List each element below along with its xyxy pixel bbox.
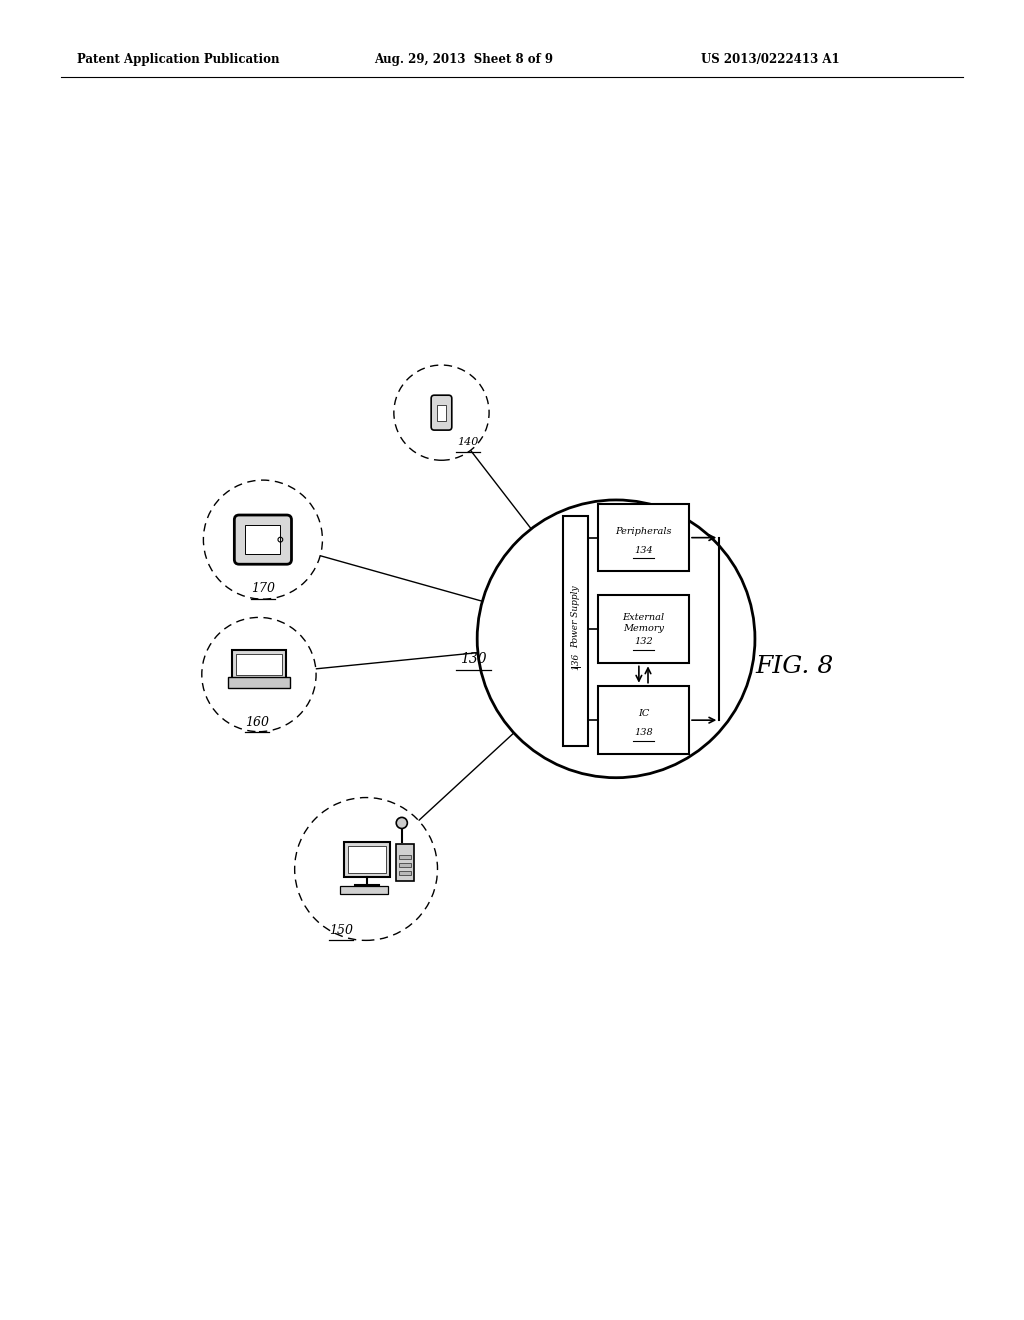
Bar <box>436 405 446 421</box>
Text: 150: 150 <box>329 924 352 937</box>
Circle shape <box>396 817 408 829</box>
Text: Aug. 29, 2013  Sheet 8 of 9: Aug. 29, 2013 Sheet 8 of 9 <box>374 53 553 66</box>
Text: Patent Application Publication: Patent Application Publication <box>77 53 280 66</box>
FancyBboxPatch shape <box>431 395 452 430</box>
Bar <box>396 845 414 880</box>
Bar <box>563 516 589 746</box>
Bar <box>246 525 281 554</box>
Circle shape <box>477 500 755 777</box>
Bar <box>340 887 387 895</box>
Bar <box>398 862 412 867</box>
Bar <box>598 595 689 663</box>
Text: 140: 140 <box>457 437 478 447</box>
Text: 136: 136 <box>571 652 580 669</box>
Text: 160: 160 <box>246 715 269 729</box>
Bar <box>232 649 286 678</box>
Text: US 2013/0222413 A1: US 2013/0222413 A1 <box>701 53 840 66</box>
Bar <box>398 871 412 875</box>
Bar <box>348 846 386 873</box>
Circle shape <box>202 618 316 731</box>
Text: Peripherals: Peripherals <box>615 527 672 536</box>
Circle shape <box>394 366 489 461</box>
Text: External
Memory: External Memory <box>623 612 665 632</box>
Text: 170: 170 <box>251 582 274 595</box>
Text: IC: IC <box>638 709 649 718</box>
FancyBboxPatch shape <box>234 515 292 564</box>
Text: Power Supply: Power Supply <box>571 585 580 648</box>
Text: 134: 134 <box>634 546 653 554</box>
Bar <box>236 653 282 675</box>
Bar <box>598 686 689 754</box>
Bar <box>398 854 412 858</box>
Text: 130: 130 <box>460 652 486 665</box>
Text: FIG. 8: FIG. 8 <box>756 655 834 678</box>
Bar <box>344 842 390 876</box>
Bar <box>228 677 290 688</box>
Text: 138: 138 <box>634 729 653 738</box>
Circle shape <box>295 797 437 940</box>
Circle shape <box>204 480 323 599</box>
Text: 132: 132 <box>634 638 653 645</box>
Bar <box>598 504 689 572</box>
